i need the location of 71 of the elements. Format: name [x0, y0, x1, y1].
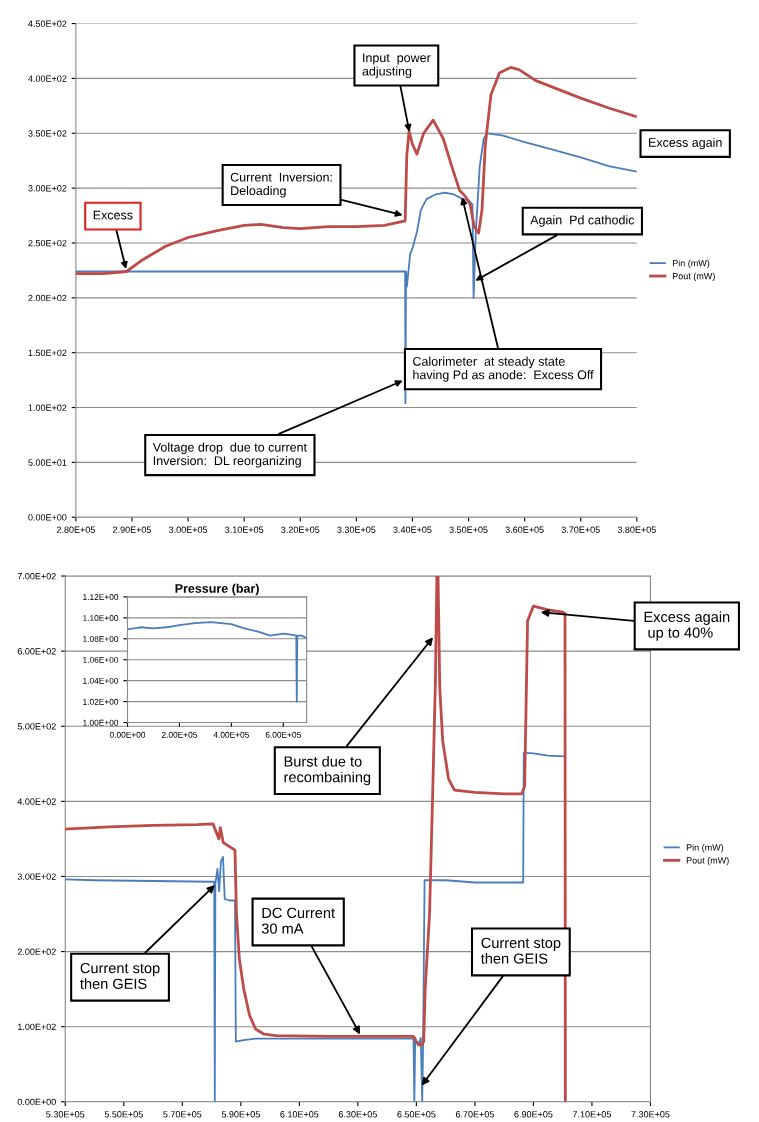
legend-label: Pin (mW)	[686, 844, 724, 853]
y-tick-label: 1.00E+02	[28, 404, 67, 411]
x-tick-label: 2.80E+05	[56, 526, 95, 533]
x-tick-label: 7.10E+05	[572, 1111, 612, 1118]
y-tick-label: 1.06E+00	[83, 656, 119, 663]
x-tick-label: 4.00E+05	[213, 731, 249, 738]
y-tick-label: 1.08E+00	[83, 635, 119, 642]
annotation: Excess	[93, 210, 133, 220]
y-tick-label: 2.50E+02	[28, 239, 67, 247]
x-tick-label: 5.70E+05	[163, 1111, 202, 1118]
y-tick-label: 1.02E+00	[83, 698, 119, 705]
x-tick-label: 6.10E+05	[280, 1111, 319, 1118]
x-tick-label: 6.90E+05	[514, 1111, 553, 1118]
y-tick-label: 5.00E+02	[17, 723, 56, 730]
annotation: Voltage drop due to current Inversion: DL reorganizing	[152, 442, 307, 468]
x-tick-label: 5.50E+05	[104, 1111, 143, 1118]
annotation: Again Pd cathodic	[530, 215, 635, 227]
y-tick-label: 1.00E+02	[18, 1023, 56, 1031]
y-tick-label: 4.00E+02	[28, 75, 67, 82]
x-tick-label: 3.60E+05	[505, 526, 544, 533]
y-tick-label: 7.00E+02	[17, 573, 56, 580]
y-tick-label: 2.00E+02	[17, 948, 56, 955]
text: Excess again	[649, 137, 722, 150]
y-tick-label: 1.04E+00	[83, 677, 119, 684]
y-tick-label: 0.00E+00	[28, 514, 67, 521]
chart-title: Pressure (bar)	[175, 583, 259, 596]
x-tick-label: 5.90E+05	[221, 1111, 260, 1118]
legend-label: Pout (mW)	[686, 856, 729, 866]
y-tick-label: 3.00E+02	[17, 873, 56, 880]
x-tick-label: 6.70E+05	[455, 1111, 494, 1118]
x-tick-label: 2.90E+05	[112, 526, 152, 533]
x-tick-label: 3.50E+05	[449, 526, 488, 533]
annotation: Calorimeter at steady state having Pd as anode: Excess Off	[413, 356, 594, 382]
annotation: Current Inversion: Deloading	[230, 172, 332, 198]
x-tick-label: 5.30E+05	[46, 1111, 85, 1118]
legend-label: Pin (mW)	[672, 259, 710, 269]
x-tick-label: 6.50E+05	[397, 1111, 436, 1118]
x-tick-label: 3.40E+05	[393, 526, 432, 533]
x-tick-label: 7.30E+05	[631, 1111, 670, 1118]
line-series	[127, 621, 307, 703]
y-tick-label: 5.00E+01	[28, 459, 67, 466]
y-tick-label: 6.00E+02	[17, 648, 56, 655]
annotation: Input power adjusting	[362, 53, 431, 79]
x-tick-label: 2.00E+05	[161, 731, 198, 738]
y-tick-label: 0.00E+00	[17, 1098, 56, 1106]
y-tick-label: 3.50E+02	[28, 130, 67, 137]
x-tick-label: 6.30E+05	[338, 1111, 377, 1118]
line-series	[75, 132, 637, 405]
y-tick-label: 2.00E+02	[28, 294, 67, 302]
x-tick-label: 3.00E+05	[168, 526, 208, 533]
x-tick-label: 6.00E+05	[265, 731, 301, 738]
annotation: Current stop then GEIS	[80, 962, 160, 989]
x-tick-label: 3.70E+05	[561, 526, 600, 533]
x-tick-label: 3.80E+05	[617, 526, 656, 533]
annotation: Burst due to recombaining	[284, 755, 371, 786]
y-tick-label: 1.00E+00	[83, 719, 119, 726]
line-series	[75, 66, 637, 276]
y-tick-label: 4.00E+02	[17, 798, 56, 805]
x-tick-label: 0.00E+00	[109, 731, 146, 738]
annotation: Current stop then GEIS	[480, 937, 561, 964]
annotation: DC Current 30 mA	[261, 907, 335, 934]
y-tick-label: 1.10E+00	[83, 615, 119, 621]
x-tick-label: 3.10E+05	[225, 526, 264, 533]
y-tick-label: 1.50E+02	[28, 349, 67, 357]
legend-label: Pout (mW)	[672, 272, 715, 282]
y-tick-label: 4.50E+02	[28, 20, 67, 27]
x-tick-label: 3.30E+05	[337, 526, 376, 533]
y-tick-label: 1.12E+00	[83, 594, 119, 601]
annotation: Excess again up to 40%	[644, 611, 730, 641]
y-tick-label: 3.00E+02	[28, 185, 67, 192]
x-tick-label: 3.20E+05	[281, 526, 320, 533]
